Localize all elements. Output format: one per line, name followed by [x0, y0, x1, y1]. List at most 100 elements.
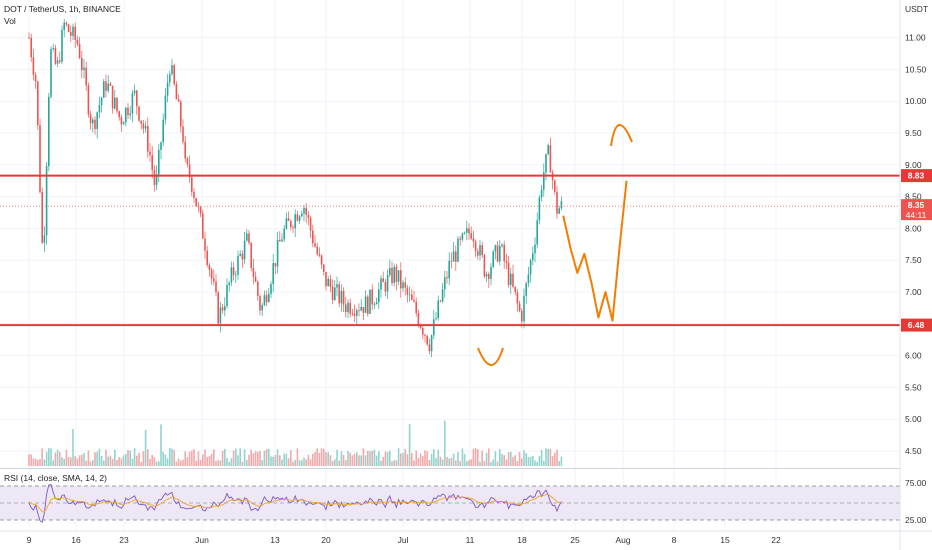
candle-body — [287, 218, 290, 221]
candle-body — [276, 239, 279, 267]
volume-bar — [479, 461, 481, 466]
candle-body — [323, 264, 325, 272]
candle-body — [358, 310, 360, 312]
candle-body — [166, 82, 169, 96]
price-tick-label: 11.00 — [905, 33, 926, 43]
candle-body — [96, 112, 98, 129]
candle-body — [554, 180, 556, 192]
volume-bar — [74, 456, 76, 466]
candle-body — [65, 22, 68, 25]
candle-body — [380, 278, 382, 290]
volume-bar — [430, 453, 433, 466]
drawings[interactable] — [477, 124, 633, 366]
candle-body — [560, 201, 563, 209]
candle-body — [283, 228, 285, 240]
volume-bar — [327, 452, 329, 466]
volume-bar — [37, 460, 39, 466]
volume-bar — [263, 450, 266, 466]
candle-body — [39, 125, 41, 193]
projection-path — [562, 180, 628, 322]
volume-bar — [261, 460, 263, 466]
volume-bar — [61, 457, 63, 466]
volume-bar — [389, 450, 391, 466]
candle-body — [210, 269, 213, 279]
volume-bar — [32, 458, 35, 466]
candle-body — [182, 126, 184, 142]
candle-body — [142, 123, 145, 129]
candle-body — [76, 39, 79, 44]
time-tick-label: Jul — [398, 535, 409, 545]
candle-body — [518, 303, 521, 311]
volume-bar — [525, 453, 527, 466]
candle-body — [48, 96, 50, 167]
candle-body — [512, 273, 514, 287]
rsi-header[interactable]: RSI (14, close, SMA, 14, 2) — [4, 473, 107, 483]
candle-body — [125, 107, 127, 123]
symbol-header[interactable]: DOT / TetherUS, 1h, BINANCE — [4, 4, 121, 14]
candle-body — [408, 294, 411, 296]
volume-bar — [136, 455, 138, 466]
candle-body — [213, 278, 215, 282]
price-axis[interactable] — [900, 0, 932, 550]
candle-body — [371, 289, 373, 305]
volume-bar — [276, 449, 279, 466]
candle-body — [320, 255, 323, 265]
volume-bar — [406, 454, 409, 466]
volume-bar — [415, 450, 417, 466]
candle-body — [195, 198, 197, 207]
volume-bar — [521, 458, 523, 466]
volume-bar — [155, 461, 158, 466]
candle-body — [424, 334, 426, 336]
volume-bar — [246, 459, 248, 466]
volume-bar — [166, 458, 169, 466]
volume-bar — [549, 448, 552, 466]
candle-body — [263, 295, 266, 306]
candle-body — [78, 43, 81, 58]
candle-body — [204, 238, 206, 251]
rsi-ma-line — [28, 493, 562, 513]
candle-body — [89, 114, 92, 124]
candle-body — [351, 313, 354, 315]
level-label: 6.48 — [908, 320, 925, 330]
time-tick-label: 18 — [517, 535, 527, 545]
rsi-line — [28, 484, 562, 523]
volume-bar — [560, 456, 563, 466]
volume-bar — [48, 448, 50, 466]
volume-bar — [208, 456, 211, 466]
candle-body — [345, 304, 347, 313]
volume-bar — [371, 450, 373, 466]
volume-bar — [109, 455, 112, 466]
volume-bar — [283, 453, 285, 466]
candle-body — [413, 299, 415, 302]
volume-bar — [551, 456, 554, 466]
candle-body — [290, 220, 292, 228]
volume-bar — [243, 449, 246, 466]
candle-body — [259, 296, 261, 311]
volume-bar — [76, 458, 79, 466]
candle-body — [208, 264, 211, 270]
volume-bar — [41, 448, 43, 466]
volume-bar — [270, 456, 272, 466]
volume-bar — [532, 456, 534, 466]
candle-body — [400, 270, 402, 289]
volume-bar — [362, 448, 365, 466]
candle-body — [111, 85, 114, 109]
candle-body — [417, 313, 420, 326]
candle-body — [136, 90, 138, 107]
volume-bar — [296, 448, 299, 466]
volume-bar — [65, 449, 68, 466]
time-tick-label: Jun — [195, 535, 209, 545]
candle-body — [241, 253, 244, 260]
volume-bar — [490, 461, 492, 466]
volume-bar — [272, 456, 274, 466]
time-axis[interactable]: 9 16 23 Jun 13 20 Jul 11 18 25 Aug 8 15 22 — [27, 535, 781, 545]
horizontal-levels[interactable] — [0, 174, 900, 327]
candle-body — [103, 81, 105, 98]
price-tick-label: 10.00 — [905, 96, 927, 106]
volume-bar — [129, 450, 131, 466]
volume-bar — [87, 450, 90, 466]
volume-bar — [375, 455, 378, 466]
candle-body — [87, 85, 90, 115]
